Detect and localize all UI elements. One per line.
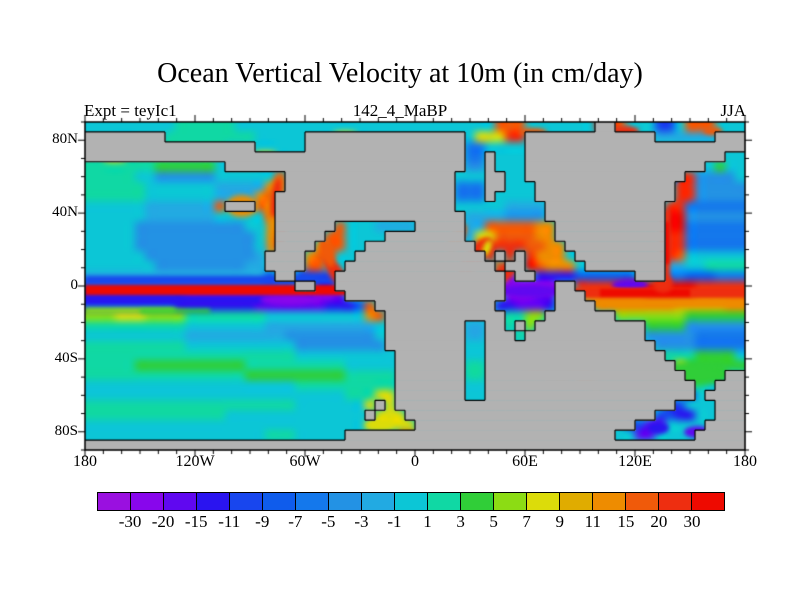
colorbar-cell <box>526 493 559 510</box>
lon-tick-label: 120W <box>175 453 215 470</box>
lat-tick-label: 80N <box>52 131 78 148</box>
colorbar-tick-label: -3 <box>354 512 369 531</box>
experiment-label: Expt = teyIc1 <box>84 101 177 120</box>
colorbar-cell <box>295 493 328 510</box>
colorbar-tick-label: -5 <box>321 512 336 531</box>
colorbar-tick-label: 1 <box>423 512 432 531</box>
colorbar-cell <box>691 493 724 510</box>
lon-tick-label: 120E <box>618 453 652 470</box>
colorbar-tick-label: -1 <box>387 512 402 531</box>
colorbar-tick-label: -20 <box>151 512 175 531</box>
colorbar-cell <box>262 493 295 510</box>
colorbar-cell <box>361 493 394 510</box>
colorbar-tick-label: -30 <box>118 512 142 531</box>
colorbar-tick-label: 5 <box>489 512 498 531</box>
lon-tick-label: 60W <box>289 453 321 470</box>
colorbar-cell <box>493 493 526 510</box>
colorbar-tick-label: 11 <box>584 512 601 531</box>
colorbar-tick-label: -9 <box>255 512 270 531</box>
colorbar-cell <box>625 493 658 510</box>
colorbar-tick-label: 7 <box>522 512 531 531</box>
lat-tick-label: 80S <box>54 422 78 439</box>
colorbar-cell <box>163 493 196 510</box>
colorbar <box>97 492 725 511</box>
lat-tick-label: 0 <box>70 277 79 293</box>
plot-subtitle: 142_4_MaBP <box>352 101 448 120</box>
colorbar-tick-label: 30 <box>683 512 701 531</box>
season-label: JJA <box>720 101 746 120</box>
colorbar-tick-label: -15 <box>184 512 208 531</box>
lat-tick-label: 40S <box>54 349 78 366</box>
colorbar-cell <box>559 493 592 510</box>
colorbar-cell <box>328 493 361 510</box>
colorbar-tick-label: 20 <box>650 512 668 531</box>
colorbar-tick-label: 15 <box>617 512 635 531</box>
colorbar-cell <box>196 493 229 510</box>
colorbar-cell <box>394 493 427 510</box>
colorbar-tick-label: -7 <box>288 512 303 531</box>
lon-tick-label: 0 <box>411 453 419 470</box>
lon-tick-label: 60E <box>512 453 538 470</box>
colorbar-cell <box>460 493 493 510</box>
colorbar-cell <box>658 493 691 510</box>
plot-title: Ocean Vertical Velocity at 10m (in cm/da… <box>157 58 643 89</box>
colorbar-cell <box>427 493 460 510</box>
lat-tick-label: 40N <box>52 204 78 221</box>
colorbar-cell <box>592 493 625 510</box>
colorbar-cell <box>130 493 163 510</box>
colorbar-tick-label: 9 <box>555 512 564 531</box>
colorbar-tick-label: 3 <box>456 512 465 531</box>
colorbar-cell <box>229 493 262 510</box>
colorbar-tick-label: -11 <box>218 512 241 531</box>
lon-tick-label: 180 <box>73 453 97 470</box>
colorbar-cell <box>98 493 130 510</box>
lon-tick-label: 180 <box>733 453 757 470</box>
